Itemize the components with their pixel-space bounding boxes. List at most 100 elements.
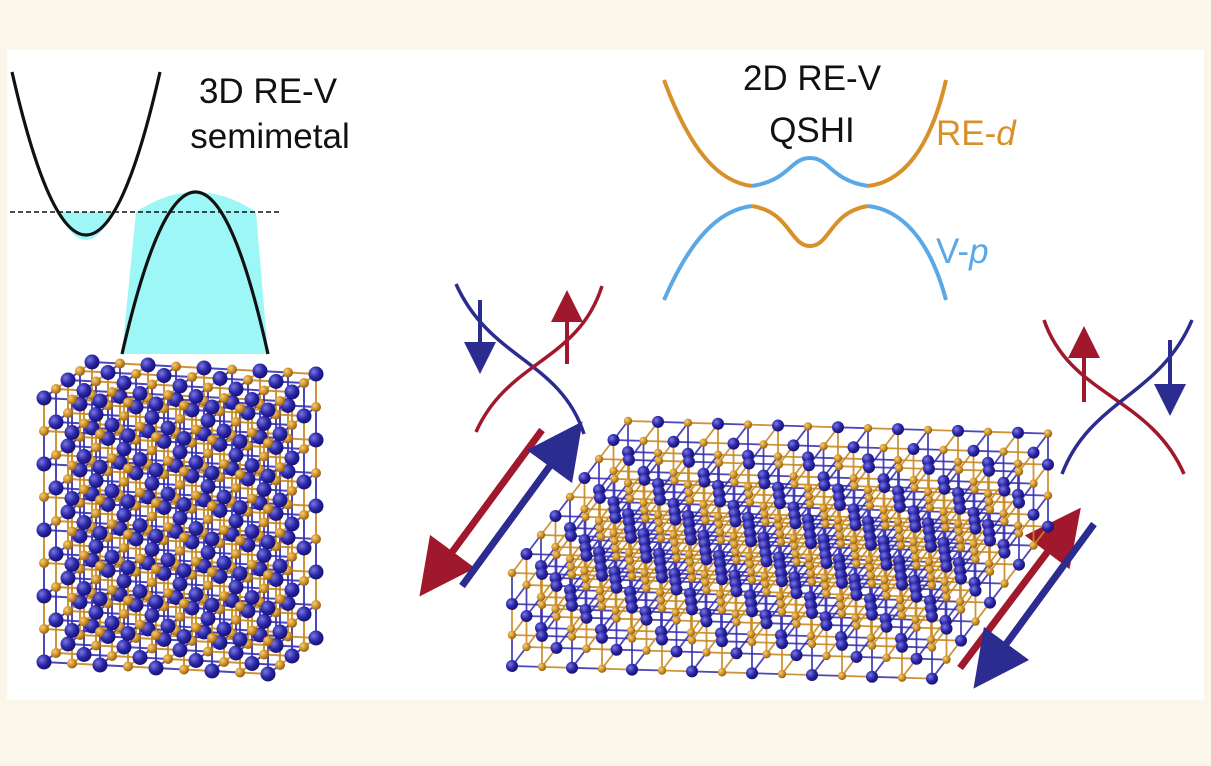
v-atom bbox=[256, 482, 272, 497]
v-atom bbox=[92, 591, 108, 607]
re-atom bbox=[700, 570, 709, 579]
re-atom bbox=[95, 495, 105, 505]
v-atom bbox=[232, 434, 248, 449]
re-atom bbox=[119, 543, 129, 553]
re-atom bbox=[551, 542, 560, 552]
re-atom bbox=[657, 604, 667, 613]
re-atom bbox=[747, 576, 757, 585]
v-atom bbox=[536, 567, 548, 580]
upper-band-re-d-right bbox=[867, 79, 948, 188]
v-atom bbox=[92, 393, 108, 409]
v-atom bbox=[204, 399, 220, 415]
v-atom bbox=[260, 600, 276, 616]
re-atom bbox=[235, 469, 245, 480]
v-atom bbox=[790, 587, 803, 600]
re-atom bbox=[1043, 429, 1053, 438]
v-atom bbox=[296, 408, 312, 424]
re-atom bbox=[911, 615, 920, 624]
re-atom bbox=[835, 531, 845, 541]
re-atom bbox=[623, 478, 633, 488]
v-atom bbox=[244, 590, 260, 605]
v-atom bbox=[866, 608, 878, 621]
re-atom bbox=[287, 552, 297, 562]
v-atom bbox=[36, 390, 52, 406]
re-atom bbox=[983, 489, 993, 498]
re-atom bbox=[626, 564, 636, 573]
v-atom bbox=[120, 428, 136, 443]
re-atom bbox=[820, 574, 829, 583]
v-atom bbox=[850, 650, 863, 663]
re-atom bbox=[522, 580, 531, 590]
v-atom bbox=[144, 542, 160, 557]
v-atom bbox=[160, 486, 176, 502]
v-atom bbox=[955, 572, 967, 585]
re-atom bbox=[792, 619, 801, 629]
re-atom bbox=[879, 443, 888, 453]
v-atom bbox=[652, 415, 664, 428]
re-atom bbox=[75, 366, 85, 376]
re-atom bbox=[864, 555, 874, 565]
re-atom bbox=[969, 539, 978, 548]
v-atom bbox=[36, 456, 52, 472]
re-atom bbox=[107, 387, 117, 397]
re-atom bbox=[610, 474, 619, 484]
v-atom bbox=[88, 605, 104, 620]
re-atom bbox=[151, 564, 161, 574]
re-atom bbox=[760, 510, 769, 519]
v-atom bbox=[144, 476, 160, 491]
v-atom bbox=[284, 450, 300, 466]
re-atom bbox=[639, 498, 648, 508]
v-atom bbox=[88, 539, 104, 554]
re-atom bbox=[684, 488, 694, 497]
v-atom bbox=[880, 558, 893, 571]
v-atom bbox=[76, 383, 92, 398]
re-atom bbox=[714, 458, 724, 467]
re-atom bbox=[896, 603, 906, 612]
re-atom bbox=[565, 492, 575, 502]
re-atom bbox=[115, 358, 125, 369]
re-atom bbox=[730, 478, 739, 487]
re-atom bbox=[39, 624, 49, 634]
v-atom bbox=[923, 462, 935, 475]
re-atom bbox=[299, 510, 309, 520]
re-atom bbox=[940, 577, 949, 586]
v-atom bbox=[626, 601, 638, 614]
v-atom bbox=[952, 424, 964, 437]
re-atom bbox=[67, 592, 77, 603]
v-atom bbox=[116, 375, 132, 391]
re-atom bbox=[656, 534, 666, 543]
re-atom bbox=[259, 517, 269, 528]
v-atom bbox=[729, 515, 742, 528]
re-atom bbox=[507, 630, 517, 640]
v-atom bbox=[232, 632, 248, 647]
v-atom bbox=[216, 423, 232, 439]
re-atom bbox=[151, 498, 161, 508]
v-atom bbox=[596, 569, 608, 582]
re-atom bbox=[807, 577, 817, 587]
v-atom bbox=[176, 629, 192, 644]
re-atom bbox=[91, 508, 101, 519]
re-atom bbox=[866, 571, 876, 581]
re-atom bbox=[730, 540, 739, 549]
v-atom bbox=[686, 603, 698, 616]
re-atom bbox=[1029, 541, 1038, 550]
re-atom bbox=[822, 651, 831, 661]
re-atom bbox=[956, 543, 966, 552]
re-atom bbox=[955, 597, 965, 606]
v-atom bbox=[790, 649, 803, 662]
re-atom bbox=[299, 444, 309, 454]
v-atom bbox=[1027, 508, 1040, 521]
v-atom bbox=[894, 500, 906, 513]
v-atom bbox=[76, 515, 92, 530]
v-atom bbox=[212, 371, 228, 386]
re-atom bbox=[597, 602, 607, 611]
re-atom bbox=[672, 616, 681, 625]
v-atom bbox=[910, 652, 923, 665]
re-atom bbox=[175, 546, 185, 556]
re-atom bbox=[640, 568, 649, 577]
re-atom bbox=[79, 616, 89, 627]
v-atom bbox=[172, 510, 188, 526]
v-atom bbox=[200, 413, 216, 428]
re-atom bbox=[119, 411, 129, 421]
v-atom bbox=[284, 648, 300, 664]
